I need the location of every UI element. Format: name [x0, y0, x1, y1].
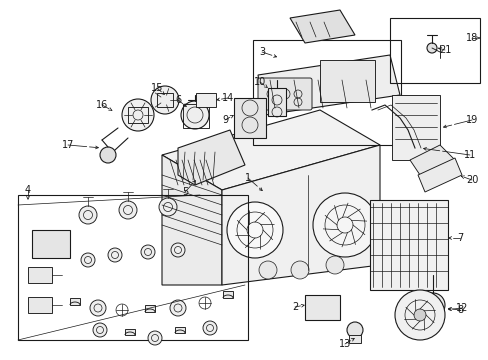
Text: 3: 3	[259, 47, 264, 57]
Circle shape	[394, 290, 444, 340]
Circle shape	[346, 322, 362, 338]
Bar	[32, 230, 70, 258]
Circle shape	[312, 193, 376, 257]
Text: 12: 12	[455, 303, 467, 313]
Bar	[128, 107, 148, 123]
Circle shape	[420, 293, 444, 317]
Circle shape	[170, 300, 185, 316]
Bar	[369, 200, 447, 290]
Bar	[70, 298, 80, 305]
Circle shape	[141, 245, 155, 259]
Bar	[145, 305, 155, 312]
Circle shape	[181, 101, 208, 129]
Circle shape	[159, 198, 177, 216]
Bar	[348, 335, 360, 343]
Circle shape	[290, 261, 308, 279]
Bar	[267, 88, 285, 116]
Circle shape	[171, 243, 184, 257]
Circle shape	[413, 309, 425, 321]
Text: 19: 19	[465, 115, 477, 125]
Bar	[157, 93, 173, 107]
Circle shape	[100, 147, 116, 163]
Bar	[391, 95, 439, 160]
Polygon shape	[162, 110, 379, 190]
Bar	[389, 18, 479, 83]
Polygon shape	[258, 55, 399, 115]
Bar	[28, 267, 52, 283]
Text: 4: 4	[25, 185, 31, 195]
Bar	[234, 98, 265, 138]
Polygon shape	[222, 145, 379, 285]
Circle shape	[119, 201, 137, 219]
Text: 14: 14	[222, 93, 234, 103]
Circle shape	[90, 300, 106, 316]
Circle shape	[259, 261, 276, 279]
Circle shape	[79, 206, 97, 224]
Circle shape	[108, 248, 122, 262]
Text: 21: 21	[438, 45, 450, 55]
Text: 18: 18	[465, 33, 477, 43]
Text: 15: 15	[150, 83, 163, 93]
Circle shape	[148, 331, 162, 345]
Circle shape	[81, 253, 95, 267]
Bar	[252, 40, 400, 145]
Circle shape	[203, 321, 217, 335]
Text: 7: 7	[456, 233, 462, 243]
Text: 6: 6	[175, 95, 181, 105]
Text: 11: 11	[463, 150, 475, 160]
Bar	[18, 195, 247, 340]
Bar	[319, 60, 374, 102]
Bar	[175, 327, 184, 333]
Polygon shape	[289, 10, 354, 43]
Text: 8: 8	[456, 305, 462, 315]
Text: 2: 2	[291, 302, 298, 312]
Text: 20: 20	[465, 175, 477, 185]
Polygon shape	[178, 130, 244, 185]
Circle shape	[226, 202, 283, 258]
Bar	[305, 295, 339, 320]
Text: 13: 13	[338, 339, 350, 349]
Bar	[223, 291, 232, 298]
Text: 5: 5	[182, 187, 188, 197]
Circle shape	[151, 86, 179, 114]
Circle shape	[325, 256, 343, 274]
Text: 1: 1	[244, 173, 250, 183]
Text: 16: 16	[96, 100, 108, 110]
Bar	[183, 104, 208, 128]
Circle shape	[426, 43, 436, 53]
Polygon shape	[417, 158, 461, 192]
Text: 9: 9	[222, 115, 227, 125]
Polygon shape	[162, 155, 222, 285]
FancyBboxPatch shape	[258, 78, 311, 110]
Text: 10: 10	[253, 77, 265, 87]
Circle shape	[93, 323, 107, 337]
Circle shape	[122, 99, 154, 131]
Bar	[125, 329, 135, 335]
Polygon shape	[409, 145, 454, 175]
Bar	[196, 93, 216, 107]
Bar	[28, 297, 52, 313]
Text: 17: 17	[61, 140, 74, 150]
